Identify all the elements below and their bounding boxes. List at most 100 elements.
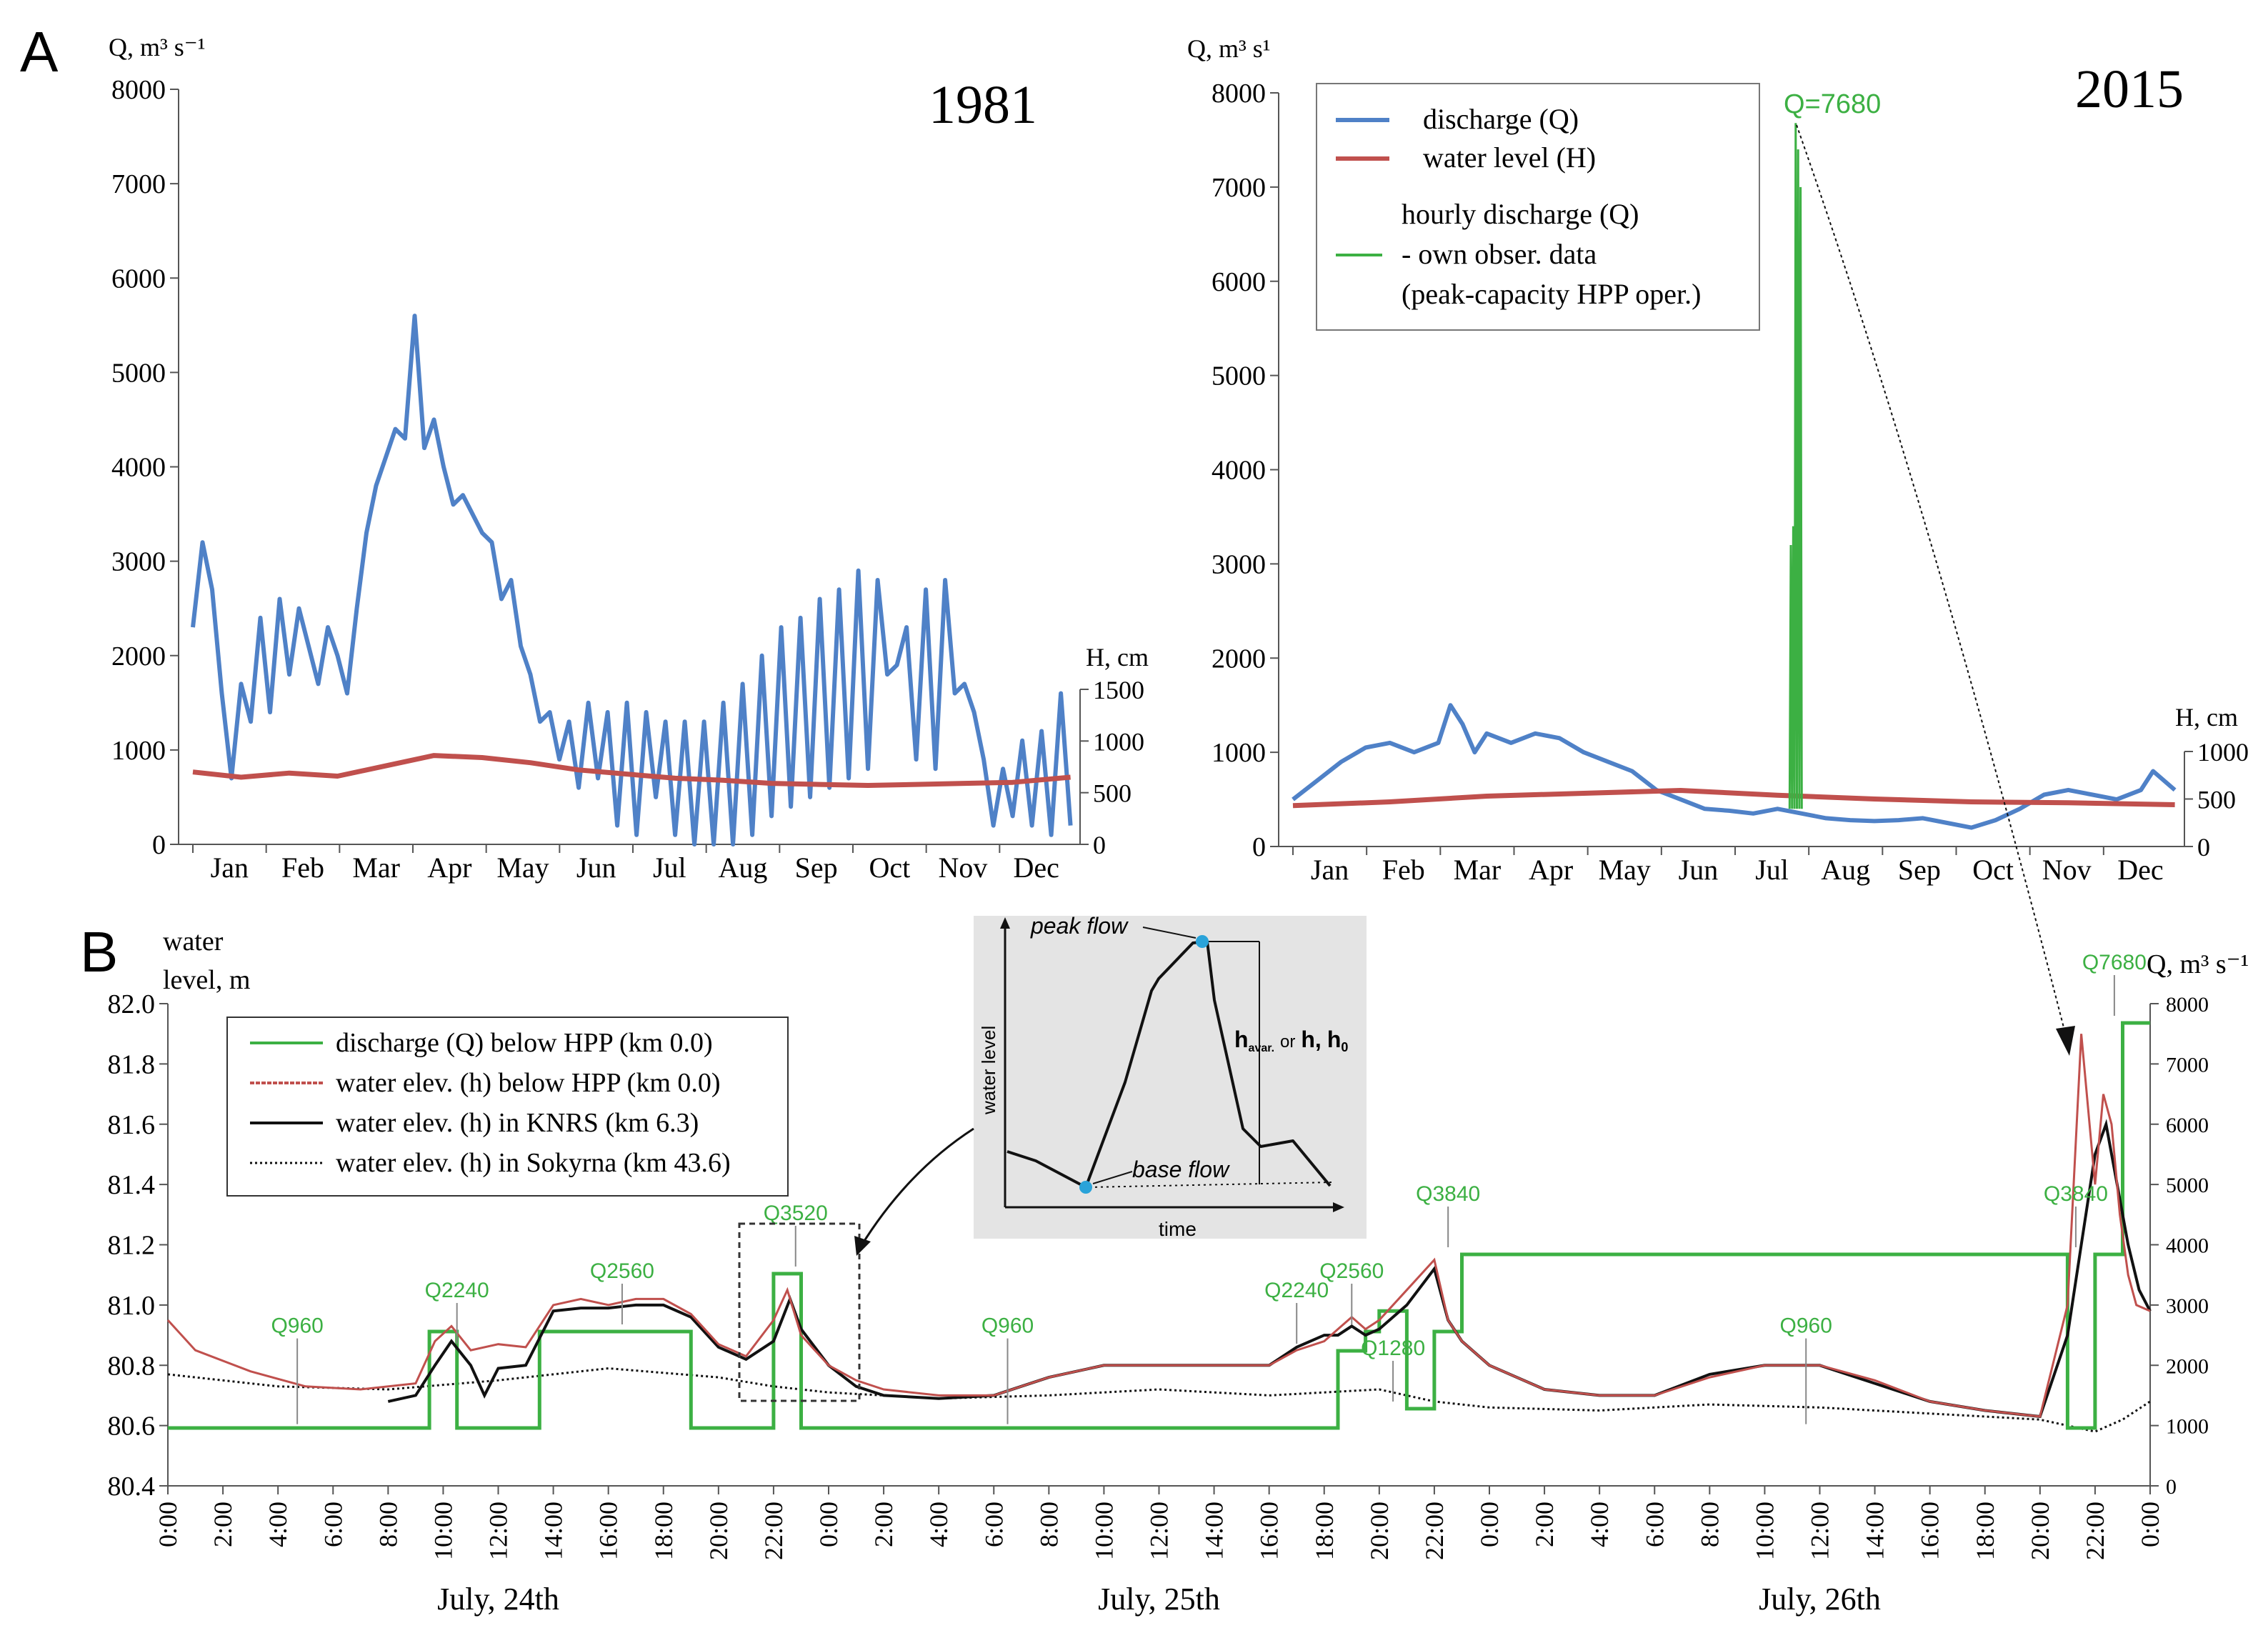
a2015-ytick-label-8: 8000	[1212, 79, 1266, 109]
b-xtick-label-25: 2:00	[1530, 1502, 1559, 1547]
axis-label-h-1981: H, cm	[1086, 643, 1149, 671]
b-xtick-label-4: 8:00	[374, 1502, 402, 1547]
q-label-7: Q1280	[1361, 1337, 1425, 1360]
inset-diagram: water level time peak flow base flow hav…	[974, 913, 1367, 1240]
a2015-xtick-label-jul: Jul	[1755, 854, 1789, 886]
inset-h-label: havar. or h, h0	[1234, 1027, 1348, 1054]
a1981-xtick-label-dec: Dec	[1013, 852, 1059, 884]
b-xtick-label-23: 22:00	[1420, 1502, 1449, 1560]
panel-label-a: A	[20, 20, 59, 84]
a2015-ytick-label-5: 5000	[1212, 361, 1266, 391]
b-xtick-label-18: 12:00	[1145, 1502, 1174, 1560]
a2015-y2tick-label-1: 500	[2197, 786, 2236, 814]
b-ytick-label-0: 80.4	[108, 1472, 156, 1502]
b-xtick-label-24: 0:00	[1475, 1502, 1504, 1547]
axis-label-q-2015: Q, m³ s¹	[1187, 34, 1271, 63]
inset-xlabel: time	[1159, 1218, 1197, 1240]
b-y2tick-label-8: 8000	[2166, 993, 2209, 1017]
series-elev-hpp	[166, 1034, 2151, 1418]
b-xtick-label-11: 22:00	[759, 1502, 788, 1560]
b-xtick-label-14: 4:00	[924, 1502, 953, 1547]
a2015-xtick-label-feb: Feb	[1382, 854, 1425, 886]
a1981-y2tick-label-1: 500	[1093, 779, 1131, 808]
a2015-ytick-label-0: 0	[1252, 832, 1266, 862]
series-water-level-1981	[192, 753, 1071, 788]
q-label-5: Q2240	[1264, 1279, 1329, 1302]
q-label-11: Q7680	[2082, 951, 2147, 974]
axis-label-h-2015: H, cm	[2175, 703, 2238, 731]
b-xtick-label-13: 2:00	[869, 1502, 898, 1547]
b-xtick-label-12: 0:00	[814, 1502, 843, 1547]
a1981-y2tick-label-3: 1500	[1093, 676, 1144, 704]
q-label-2: Q2560	[590, 1259, 654, 1283]
b-xtick-label-34: 20:00	[2026, 1502, 2054, 1560]
inset-base-label: base flow	[1132, 1157, 1230, 1182]
a1981-xtick-label-aug: Aug	[719, 852, 768, 884]
a1981-xtick-label-nov: Nov	[939, 852, 988, 884]
b-y2tick-label-3: 3000	[2166, 1294, 2209, 1318]
b-xtick-label-3: 6:00	[319, 1502, 347, 1547]
inset-peak-label: peak flow	[1030, 913, 1129, 939]
peak-connector-arrow	[2056, 1026, 2075, 1056]
a2015-xtick-label-dec: Dec	[2117, 854, 2163, 886]
peak-connector	[1796, 124, 2067, 1037]
a1981-xtick-label-may: May	[496, 852, 549, 884]
q-label-3: Q3520	[764, 1202, 828, 1225]
a1981-ytick-label-2: 2000	[111, 641, 166, 671]
q-label-1: Q2240	[425, 1279, 489, 1302]
b-xtick-label-9: 18:00	[649, 1502, 678, 1560]
a2015-xtick-label-jan: Jan	[1311, 854, 1349, 886]
b-xtick-label-28: 8:00	[1695, 1502, 1724, 1547]
chart-title-1981: 1981	[929, 75, 1037, 135]
a2015-xtick-label-apr: Apr	[1529, 854, 1573, 886]
chart-b: B water level, m Q, m³ s⁻¹ 80.4 80.6 80.8 81…	[80, 920, 2249, 1617]
chart-2015: Q, m³ s¹ 2015 H, cm 0 1000 2000 3000 4000 500…	[1187, 34, 2249, 886]
b-xtick-label-17: 10:00	[1089, 1502, 1118, 1560]
inset-x-arrow	[1333, 1202, 1344, 1212]
a2015-xtick-label-aug: Aug	[1821, 854, 1870, 886]
b-ytick-label-7: 81.8	[108, 1049, 156, 1079]
a1981-xtick-label-oct: Oct	[869, 852, 910, 884]
legend-label-hourly-3: (peak-capacity HPP oper.)	[1402, 278, 1701, 310]
a1981-xtick-label-sep: Sep	[795, 852, 838, 884]
a1981-ytick-label-4: 4000	[111, 453, 166, 483]
a2015-xtick-label-jun: Jun	[1679, 854, 1719, 886]
panel-label-b: B	[80, 920, 118, 984]
a1981-ytick-label-6: 6000	[111, 264, 166, 294]
a2015-xtick-label-nov: Nov	[2042, 854, 2092, 886]
q-label-6: Q2560	[1319, 1259, 1384, 1283]
legend-label-level: water level (H)	[1423, 141, 1596, 174]
b-ytick-label-8: 82.0	[108, 989, 156, 1019]
b-xtick-label-0: 0:00	[154, 1502, 182, 1547]
b-xtick-label-16: 8:00	[1034, 1502, 1063, 1547]
inset-peak-pointer	[1142, 927, 1197, 939]
b-xtick-label-21: 18:00	[1310, 1502, 1339, 1560]
series-hourly-discharge-2015	[1788, 123, 1803, 809]
legend-label-knrs: water elev. (h) in KNRS (km 6.3)	[336, 1108, 699, 1138]
a2015-ytick-label-3: 3000	[1212, 549, 1266, 579]
b-xtick-label-27: 6:00	[1640, 1502, 1669, 1547]
legend-label-hourly-1: hourly discharge (Q)	[1402, 198, 1639, 230]
b-ytick-label-5: 81.4	[108, 1170, 156, 1200]
b-xtick-label-30: 12:00	[1806, 1502, 1834, 1560]
b-xtick-label-5: 10:00	[429, 1502, 457, 1560]
b-y2tick-label-1: 1000	[2166, 1415, 2209, 1439]
highlight-box	[738, 1222, 861, 1402]
a1981-xtick-label-jul: Jul	[653, 852, 686, 884]
b-ytick-label-4: 81.2	[108, 1231, 156, 1261]
a2015-ytick-label-7: 7000	[1212, 173, 1266, 203]
b-xtick-label-33: 18:00	[1971, 1502, 1999, 1560]
inset-ylabel: water level	[978, 1026, 999, 1115]
inset-base-point	[1079, 1181, 1092, 1194]
a1981-ytick-label-7: 7000	[111, 169, 166, 199]
b-xtick-label-36: 0:00	[2136, 1502, 2164, 1547]
b-ytick-label-6: 81.6	[108, 1110, 156, 1140]
legend-label-elev-hpp: water elev. (h) below HPP (km 0.0)	[336, 1068, 721, 1098]
a1981-ytick-label-3: 3000	[111, 547, 166, 577]
b-xtick-label-8: 16:00	[594, 1502, 623, 1560]
q-label-8: Q3840	[1416, 1182, 1480, 1206]
a2015-ytick-label-2: 2000	[1212, 644, 1266, 674]
legend-label-hourly-2: - own obser. data	[1402, 238, 1597, 270]
q-label-10: Q3840	[2044, 1182, 2108, 1206]
q-label-4: Q960	[981, 1314, 1034, 1338]
